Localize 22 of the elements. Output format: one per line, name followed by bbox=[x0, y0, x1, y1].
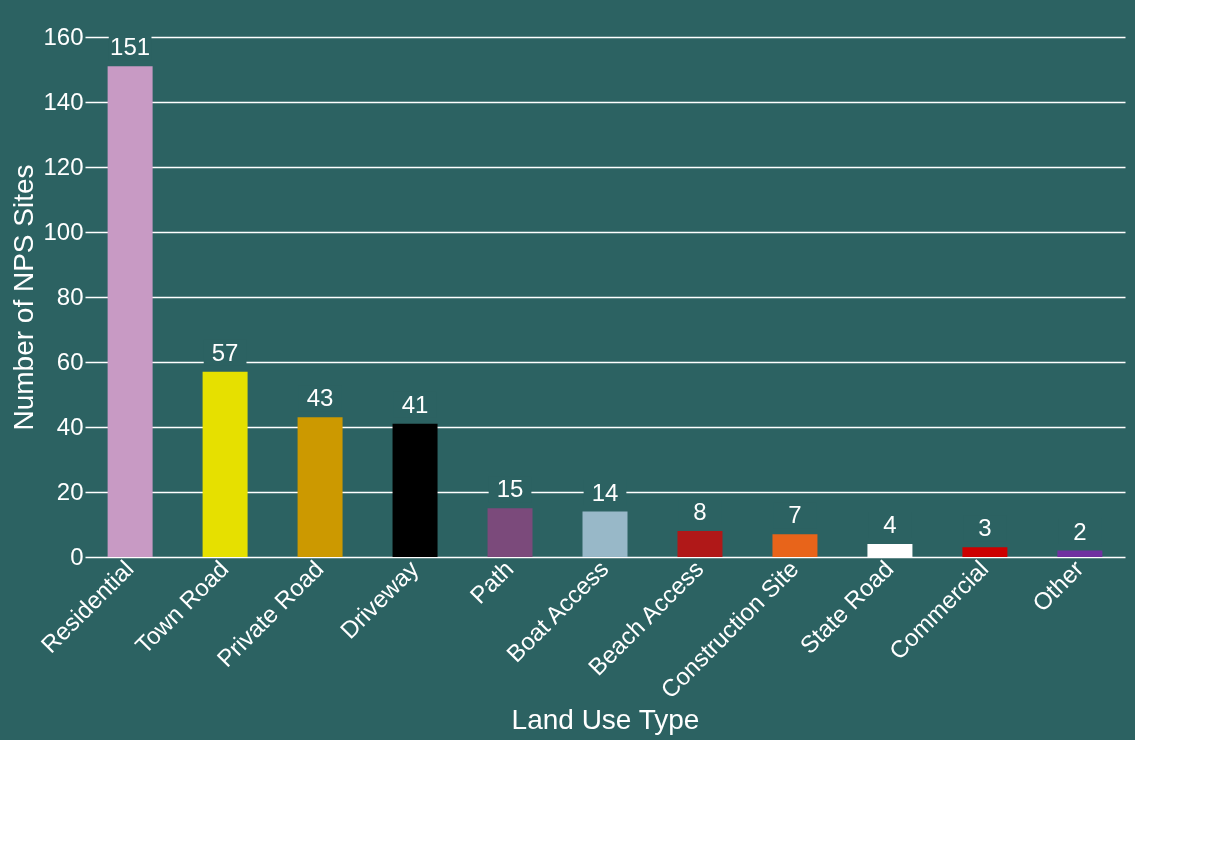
y-tick-label: 120 bbox=[43, 152, 84, 180]
data-label: 41 bbox=[401, 390, 429, 418]
y-tick-label: 20 bbox=[56, 477, 84, 505]
y-tick-label: 140 bbox=[43, 87, 84, 115]
data-label: 8 bbox=[693, 498, 707, 525]
data-label: 151 bbox=[110, 33, 151, 61]
data-label: 2 bbox=[1073, 517, 1087, 545]
data-label: 4 bbox=[883, 511, 897, 538]
data-label: 15 bbox=[496, 475, 524, 503]
y-tick-label: 60 bbox=[56, 347, 84, 375]
x-tick-label: Path bbox=[464, 554, 519, 609]
y-tick-label: 40 bbox=[56, 412, 84, 440]
x-axis-title: Land Use Type bbox=[511, 704, 700, 736]
data-label: 43 bbox=[306, 384, 334, 412]
y-tick-label: 160 bbox=[43, 22, 84, 50]
data-label: 7 bbox=[788, 501, 802, 529]
y-tick-label: 80 bbox=[56, 282, 84, 310]
data-label: 3 bbox=[978, 514, 992, 542]
y-axis-title: Number of NPS Sites bbox=[8, 164, 40, 431]
y-tick-label: 100 bbox=[43, 217, 84, 245]
data-label: 57 bbox=[211, 338, 239, 366]
data-label: 14 bbox=[591, 478, 619, 506]
